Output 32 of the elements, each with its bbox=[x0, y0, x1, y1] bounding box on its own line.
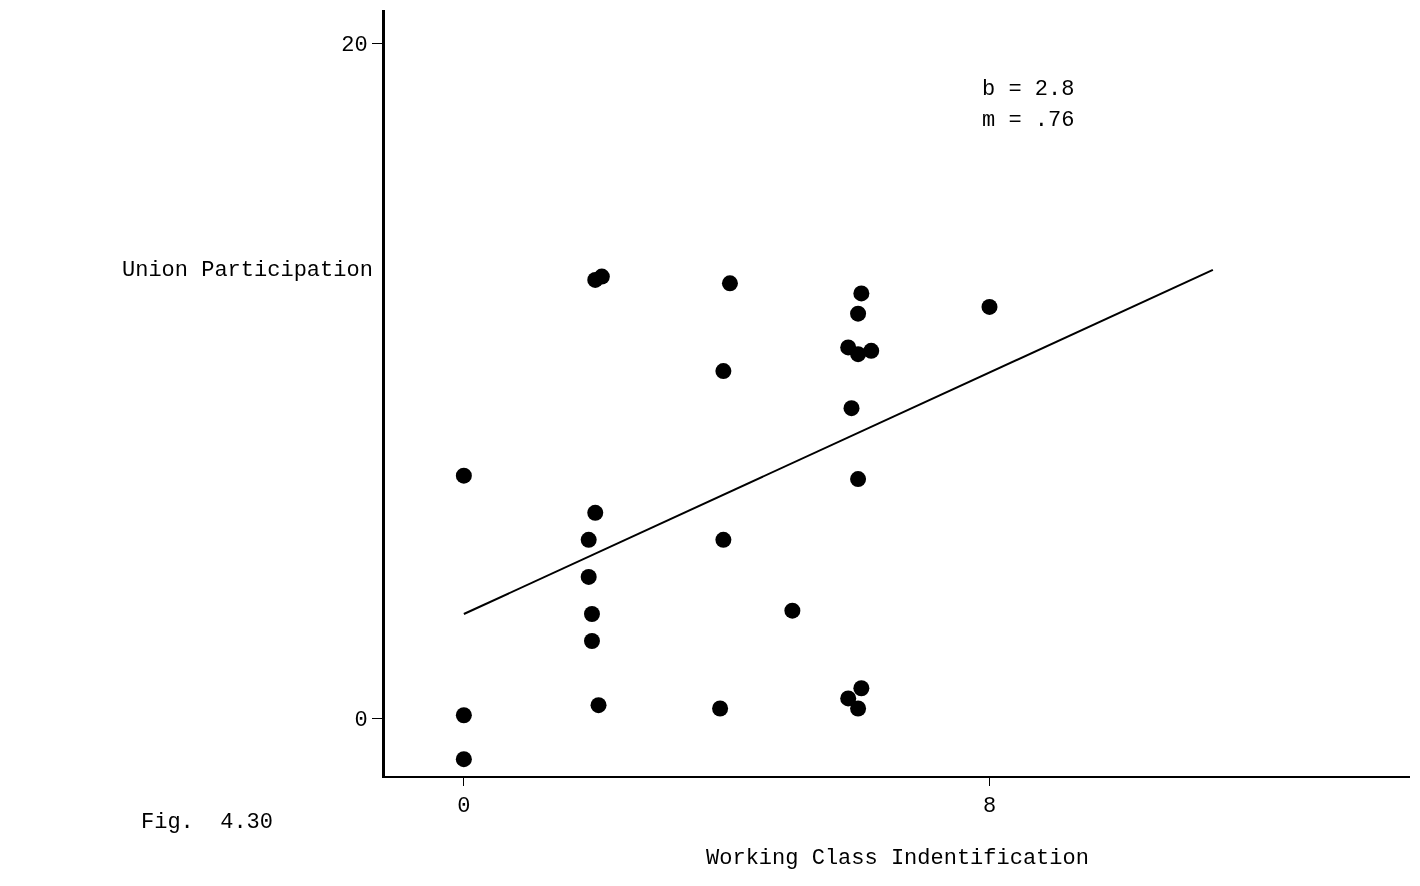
point bbox=[455, 467, 472, 484]
point bbox=[593, 268, 610, 285]
point bbox=[853, 285, 870, 302]
point bbox=[863, 342, 880, 359]
point bbox=[455, 751, 472, 768]
point bbox=[580, 531, 597, 548]
point bbox=[850, 700, 867, 717]
y-tick-label: 20 bbox=[341, 33, 368, 59]
point bbox=[850, 471, 867, 488]
annotation: m = .76 bbox=[982, 108, 1075, 133]
point bbox=[583, 606, 600, 623]
point bbox=[784, 602, 801, 619]
x-tick-label: 8 bbox=[982, 794, 997, 820]
caption: Fig. 4.30 bbox=[141, 810, 274, 835]
point bbox=[850, 346, 867, 363]
x-axis-title: Working Class Indentification bbox=[706, 845, 1089, 871]
point bbox=[583, 633, 600, 650]
point bbox=[712, 700, 729, 717]
point bbox=[455, 707, 472, 724]
point bbox=[715, 363, 732, 380]
point bbox=[853, 680, 870, 697]
point bbox=[850, 305, 867, 322]
point bbox=[981, 298, 998, 315]
point bbox=[721, 275, 738, 292]
point bbox=[840, 690, 857, 707]
point bbox=[587, 504, 604, 521]
point bbox=[843, 400, 860, 417]
annotation: b = 2.8 bbox=[982, 77, 1075, 102]
point bbox=[580, 568, 597, 585]
point bbox=[590, 697, 607, 714]
y-axis-title: Union Participation bbox=[122, 258, 373, 283]
point bbox=[715, 531, 732, 548]
